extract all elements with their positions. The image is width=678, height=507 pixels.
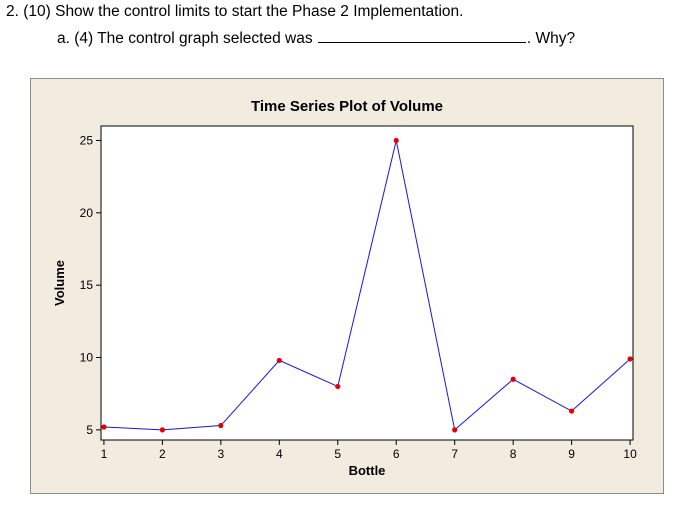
y-tick-label: 25 (80, 133, 94, 147)
y-axis: 5 10 15 20 25 (80, 133, 101, 437)
x-tick-label: 2 (159, 447, 166, 461)
x-tick-label: 1 (101, 447, 108, 461)
plot-area (100, 125, 634, 441)
x-tick-label: 5 (334, 447, 341, 461)
x-tick-label: 9 (568, 447, 575, 461)
data-point (276, 357, 282, 364)
x-tick-label: 3 (218, 447, 225, 461)
chart-frame: Time Series Plot of Volume 5 10 15 20 25 1 2 3… (30, 78, 664, 494)
data-point (101, 424, 107, 430)
x-tick-label: 6 (393, 447, 400, 461)
y-tick-label: 10 (80, 351, 94, 365)
data-point (159, 427, 165, 433)
data-point (218, 422, 224, 429)
data-point (569, 408, 575, 414)
answer-blank (317, 28, 526, 43)
x-tick-label: 8 (510, 447, 517, 461)
time-series-chart: Time Series Plot of Volume 5 10 15 20 25 1 2 3… (52, 98, 637, 478)
y-tick-label: 20 (80, 206, 94, 220)
data-point (393, 137, 399, 144)
question-sub: a. (4) The control graph selected was . … (57, 28, 575, 48)
x-axis: 1 2 3 4 5 6 7 8 9 10 (101, 440, 637, 461)
question-sub-prefix: a. (4) The control graph selected was (57, 30, 313, 47)
question-main: 2. (10) Show the control limits to start… (6, 3, 464, 20)
data-point (627, 356, 633, 362)
series-layer (101, 137, 633, 433)
x-tick-label: 4 (276, 447, 283, 461)
data-point (452, 427, 458, 433)
x-tick-label: 7 (451, 447, 458, 461)
x-axis-title: Bottle (349, 463, 386, 478)
x-tick-label: 10 (623, 447, 637, 461)
chart-title: Time Series Plot of Volume (251, 98, 443, 115)
y-tick-label: 15 (80, 278, 94, 292)
data-point (335, 383, 341, 390)
data-point (510, 376, 516, 382)
y-axis-title: Volume (52, 260, 67, 306)
y-tick-label: 5 (86, 423, 93, 437)
series-line (103, 140, 631, 431)
question-sub-suffix: . Why? (526, 30, 576, 47)
